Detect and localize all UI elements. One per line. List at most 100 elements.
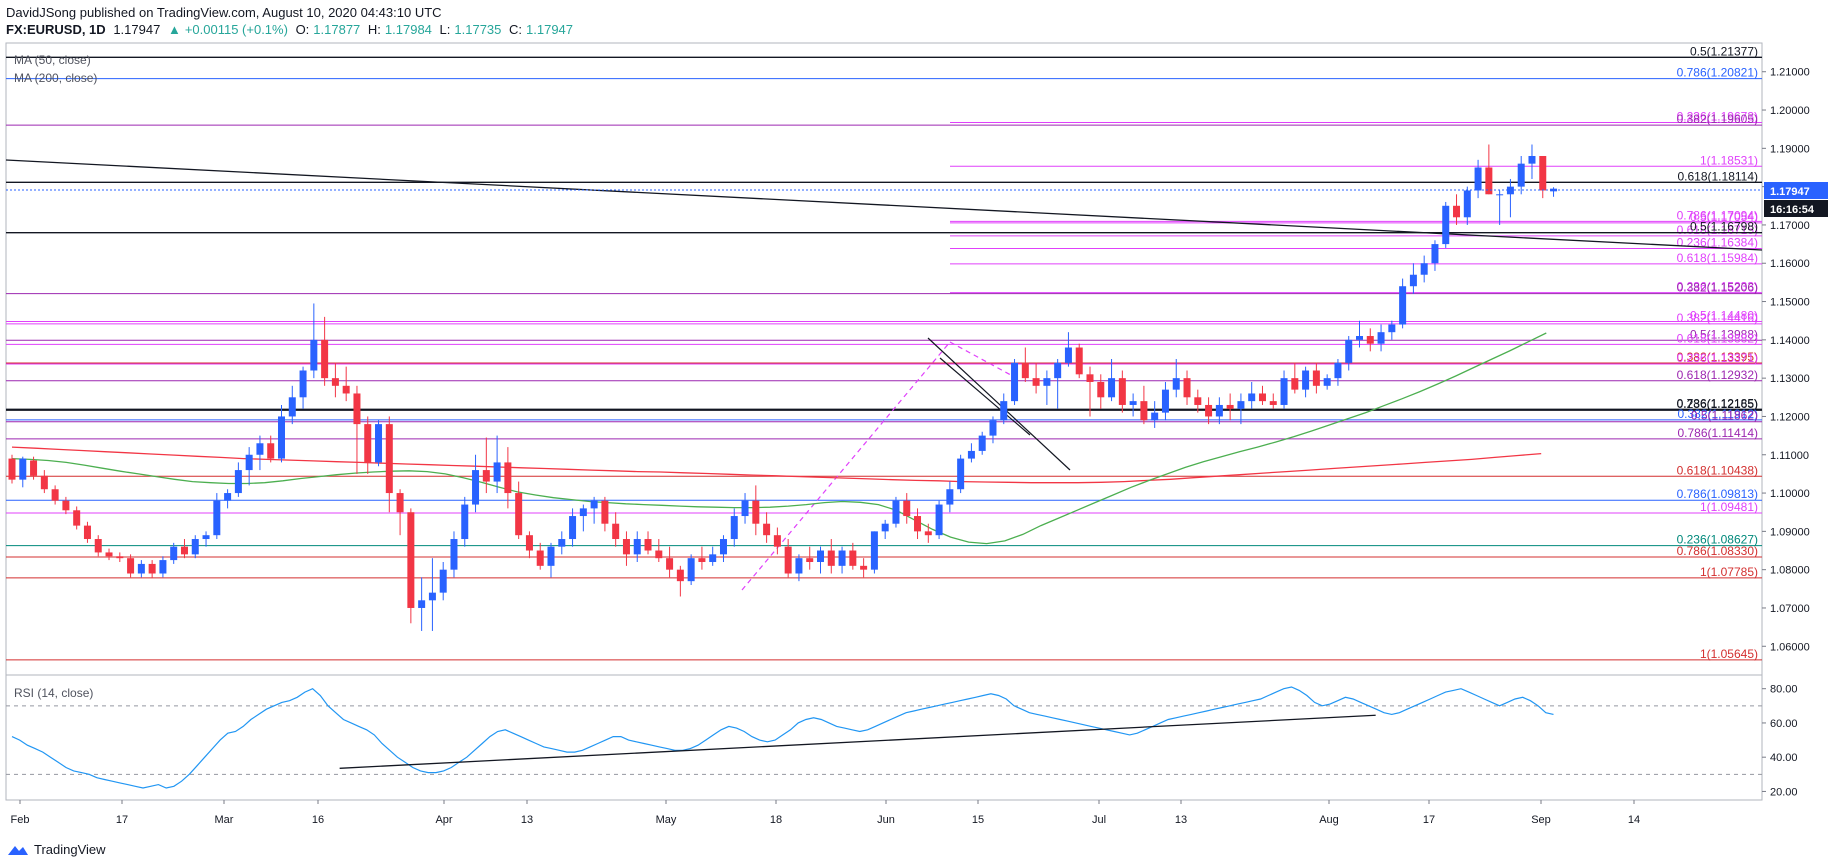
rsi-tick-label: 80.00 [1770,684,1798,696]
candle-body [849,550,857,566]
candle-body [1377,332,1385,344]
rsi-trendline[interactable] [339,714,1376,769]
fib-level-label: 1(1.07785) [1700,565,1758,579]
fib-level-label: 0.5(1.14480) [1690,308,1758,322]
rsi-legend[interactable]: RSI (14, close) [14,686,93,700]
last-price: 1.17947 [113,22,161,37]
fib-level-label: 0.786(1.20821) [1677,66,1758,80]
candle-body [666,558,674,570]
fib-level-label: 0.786(1.17094) [1677,208,1758,222]
candle-body [1000,401,1008,421]
candle-body [1323,378,1331,386]
time-tick-label: 17 [116,814,128,826]
fib-level-label: 0.618(1.12932) [1677,368,1758,382]
candle-body [1215,404,1223,417]
ma50-line [11,332,1547,545]
candle-body [267,443,275,459]
candle-body [709,554,717,563]
candle-body [385,424,393,494]
candle-body [687,558,695,582]
candle-body [1528,155,1536,164]
ma200-line [11,446,1542,484]
fib-level-label: 0.5(1.11862) [1691,409,1758,423]
candle-body [1420,263,1428,275]
price-tick-label: 1.14000 [1770,335,1810,347]
fib-extension-leg-1[interactable] [741,341,951,591]
low-key: L: [439,22,451,37]
candle-body [763,523,771,536]
candle-body [213,500,221,536]
channel-lower-line[interactable] [927,337,1071,471]
price-tick-label: 1.17000 [1770,220,1810,232]
candle-body [94,539,102,553]
fib-level-label: 0.382(1.14416) [1677,311,1758,325]
fib-level-label: 0.382(1.15206) [1677,281,1758,295]
fib-level-label: 0.5(1.13988) [1690,327,1758,341]
candle-body [1129,401,1137,405]
candle-body [1108,378,1116,398]
candle-body [127,558,135,574]
time-axis[interactable]: Feb 17 Mar 16 Apr 13 May 18 Jun 15 Jul 13 Aug 17 Sep 14 [11,800,1641,826]
candle-body [719,539,727,555]
close-key: C: [509,22,523,37]
candle-body [1097,381,1105,398]
candle-body [40,475,48,490]
fib-level-label: 0.786(1.12185) [1677,396,1758,410]
price-axis[interactable]: 1.210001.200001.190001.180001.170001.160… [1762,67,1810,654]
candle-body [1431,244,1439,264]
price-tick-label: 1.15000 [1770,297,1810,309]
fib-level-label: 0.236(1.19673) [1677,110,1758,124]
ma50-legend[interactable]: MA (50, close) [14,53,91,67]
candle-body [19,458,27,480]
time-tick-label: 13 [521,814,533,826]
candle-body [547,546,555,566]
rsi-line [11,686,1554,789]
candle-body [1054,362,1062,379]
price-tick-label: 1.16000 [1770,258,1810,270]
candle-body [1291,378,1299,390]
countdown-tag: 16:16:54 [1770,204,1815,216]
fib-level-label: 0.236(1.13371) [1677,351,1758,365]
channel-mid-line[interactable] [939,357,1031,436]
candle-body [1118,378,1126,405]
time-tick-label: Aug [1319,814,1339,826]
candle-body [870,531,878,570]
ma200-legend[interactable]: MA (200, close) [14,71,97,85]
candle-body [1409,274,1417,287]
open-key: O: [295,22,310,37]
fib-level-label: 0.236(1.08627) [1677,533,1758,547]
candles [8,144,1558,631]
candle-body [1539,155,1547,191]
candle-body [353,393,361,425]
candle-body [730,516,738,540]
candle-body [202,535,210,540]
trend-drawings [5,159,1763,591]
candle-body [1345,339,1353,363]
time-tick-label: 18 [770,814,782,826]
fib-level-label: 0.382(1.19605) [1677,112,1758,126]
candle-body [1517,163,1525,187]
low-value: 1.17735 [454,22,502,37]
candle-body [461,504,469,540]
candle-body [1312,370,1320,386]
candle-body [860,565,868,570]
rsi-axis[interactable]: 80.00 60.00 40.00 20.00 [1762,684,1798,799]
rsi-tick-label: 40.00 [1770,752,1798,764]
candle-body [62,500,70,511]
publish-line: DavidJSong published on TradingView.com,… [6,5,442,20]
last-price-tag: 1.17947 [1770,186,1810,198]
time-tick-label: 16 [312,814,324,826]
time-tick-label: 14 [1628,814,1640,826]
candle-body [698,558,706,563]
candle-body [1550,188,1558,192]
descending-trendline[interactable] [5,159,1763,251]
candle-body [493,462,501,482]
candle-body [1399,286,1407,325]
candle-body [321,339,329,379]
fib-extension-leg-2[interactable] [949,341,1021,381]
price-tick-label: 1.12000 [1770,411,1810,423]
symbol-label: FX:EURUSD, 1D [6,22,106,37]
candle-body [245,454,253,471]
candle-body [1032,378,1040,386]
